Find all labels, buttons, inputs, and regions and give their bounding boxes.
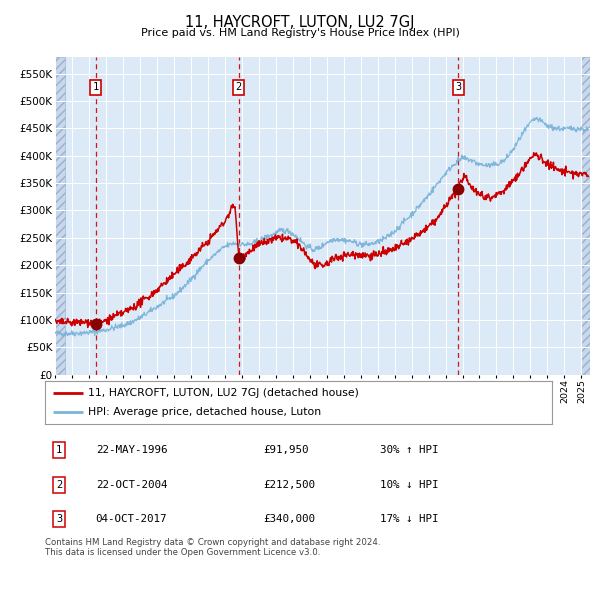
- Text: £340,000: £340,000: [263, 514, 315, 525]
- Text: 30% ↑ HPI: 30% ↑ HPI: [380, 445, 438, 455]
- Text: 2: 2: [56, 480, 62, 490]
- Text: £91,950: £91,950: [263, 445, 308, 455]
- Text: 2: 2: [236, 83, 242, 93]
- Text: 04-OCT-2017: 04-OCT-2017: [96, 514, 167, 525]
- Text: £212,500: £212,500: [263, 480, 315, 490]
- Text: 3: 3: [455, 83, 461, 93]
- Text: Contains HM Land Registry data © Crown copyright and database right 2024.
This d: Contains HM Land Registry data © Crown c…: [45, 538, 380, 558]
- Text: Price paid vs. HM Land Registry's House Price Index (HPI): Price paid vs. HM Land Registry's House …: [140, 28, 460, 38]
- Text: 11, HAYCROFT, LUTON, LU2 7GJ: 11, HAYCROFT, LUTON, LU2 7GJ: [185, 15, 415, 30]
- Bar: [55, 57, 65, 375]
- Text: 1: 1: [92, 83, 99, 93]
- Text: 10% ↓ HPI: 10% ↓ HPI: [380, 480, 438, 490]
- Bar: [581, 57, 590, 375]
- Text: 1: 1: [56, 445, 62, 455]
- Text: 11, HAYCROFT, LUTON, LU2 7GJ (detached house): 11, HAYCROFT, LUTON, LU2 7GJ (detached h…: [88, 388, 359, 398]
- Text: 22-MAY-1996: 22-MAY-1996: [96, 445, 167, 455]
- Text: HPI: Average price, detached house, Luton: HPI: Average price, detached house, Luto…: [88, 407, 321, 417]
- Text: 22-OCT-2004: 22-OCT-2004: [96, 480, 167, 490]
- Text: 3: 3: [56, 514, 62, 525]
- Text: 17% ↓ HPI: 17% ↓ HPI: [380, 514, 438, 525]
